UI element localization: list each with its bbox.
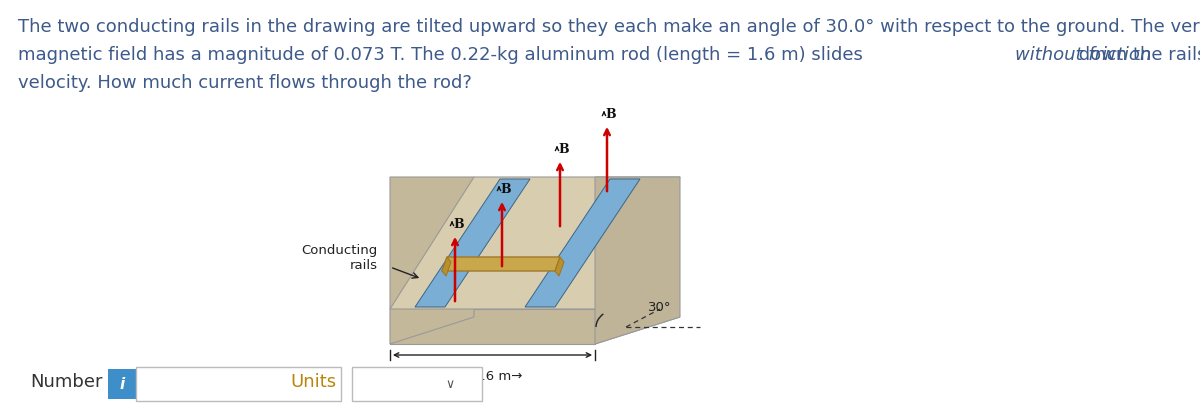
Polygon shape: [526, 180, 640, 307]
Polygon shape: [442, 257, 451, 276]
Text: The two conducting rails in the drawing are tilted upward so they each make an a: The two conducting rails in the drawing …: [18, 18, 1200, 36]
Text: ∨: ∨: [445, 378, 454, 391]
Polygon shape: [390, 178, 680, 309]
Text: Units: Units: [290, 372, 336, 390]
Polygon shape: [595, 178, 680, 344]
Polygon shape: [390, 178, 474, 344]
Text: 30°: 30°: [648, 301, 672, 314]
Text: B: B: [558, 143, 569, 155]
Polygon shape: [415, 180, 530, 307]
Text: Number: Number: [30, 372, 102, 390]
Text: B: B: [500, 182, 511, 196]
Text: ←1.6 m→: ←1.6 m→: [462, 369, 523, 382]
Polygon shape: [390, 309, 595, 344]
Polygon shape: [554, 257, 564, 276]
Text: Conducting
rails: Conducting rails: [301, 243, 378, 271]
Polygon shape: [390, 317, 680, 344]
Polygon shape: [442, 257, 560, 271]
FancyBboxPatch shape: [108, 369, 136, 399]
Text: without friction: without friction: [1014, 46, 1151, 64]
Text: velocity. How much current flows through the rod?: velocity. How much current flows through…: [18, 74, 472, 92]
Text: magnetic field has a magnitude of 0.073 T. The 0.22-kg aluminum rod (length = 1.: magnetic field has a magnitude of 0.073 …: [18, 46, 869, 64]
FancyBboxPatch shape: [352, 367, 482, 401]
Text: B: B: [605, 108, 616, 121]
Text: down the rails at a constant: down the rails at a constant: [1073, 46, 1200, 64]
Text: B: B: [454, 218, 463, 230]
Text: i: i: [119, 377, 125, 391]
FancyBboxPatch shape: [136, 367, 341, 401]
